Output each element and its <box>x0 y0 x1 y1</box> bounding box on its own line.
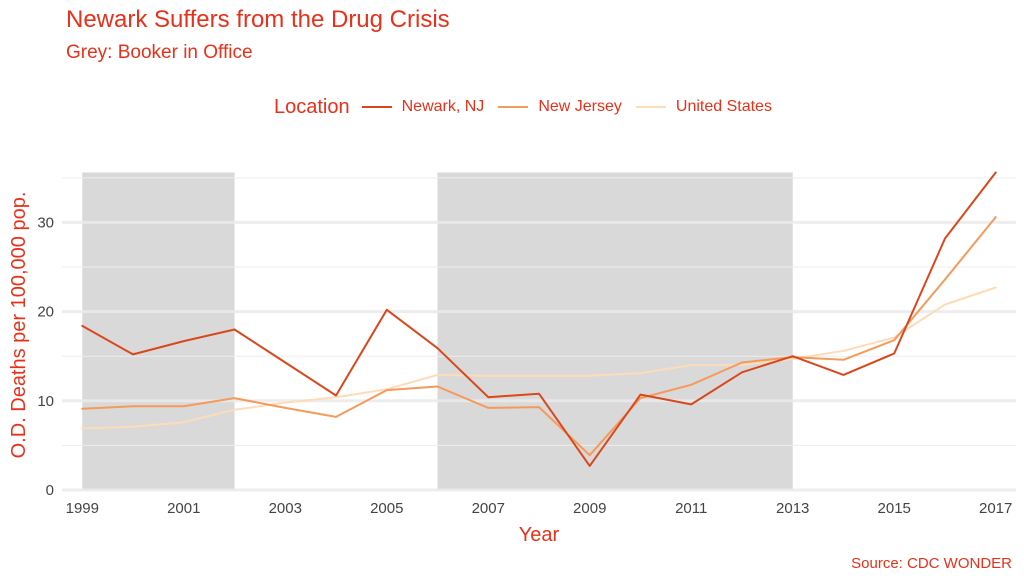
legend-swatch-newark <box>361 106 392 108</box>
x-tick-label-2017: 2017 <box>979 500 1012 517</box>
y-tick-label-10: 10 <box>37 393 54 410</box>
y-axis: 0 10 20 30 <box>37 214 54 499</box>
x-tick-label-2003: 2003 <box>269 500 302 517</box>
legend-label-newark: Newark, NJ <box>401 98 485 115</box>
legend-swatch-united-states <box>635 106 666 108</box>
shaded-period-2 <box>437 172 793 490</box>
x-tick-label-2011: 2011 <box>675 500 707 517</box>
x-tick-label-2007: 2007 <box>472 500 505 517</box>
x-axis-title: Year <box>519 524 560 546</box>
shaded-periods <box>82 172 793 490</box>
legend-item-newark: Newark, NJ <box>361 98 485 116</box>
chart-legend: Location Newark, NJ New Jersey United St… <box>274 94 786 120</box>
legend-swatch-new-jersey <box>498 106 529 108</box>
series-line-new-jersey <box>81 216 997 457</box>
y-tick-label-20: 20 <box>37 304 54 321</box>
x-tick-label-2001: 2001 <box>167 500 200 517</box>
shaded-period-1 <box>82 172 235 490</box>
series-lines <box>81 171 997 467</box>
chart-caption: Source: CDC WONDER <box>851 555 1012 572</box>
x-tick-label-2013: 2013 <box>776 500 809 517</box>
y-tick-label-30: 30 <box>37 214 54 231</box>
legend-label-united-states: United States <box>675 98 772 115</box>
x-tick-label-2015: 2015 <box>878 500 911 517</box>
legend-title: Location <box>274 95 350 118</box>
legend-item-new-jersey: New Jersey <box>498 98 622 116</box>
legend-item-united-states: United States <box>635 98 772 116</box>
chart-subtitle: Grey: Booker in Office <box>66 42 253 63</box>
legend-label-new-jersey: New Jersey <box>538 98 622 115</box>
chart-title: Newark Suffers from the Drug Crisis <box>66 6 450 33</box>
x-axis: 1999 2001 2003 2005 2007 2009 2011 2013 2015 2017 <box>66 500 1013 517</box>
y-tick-label-0: 0 <box>46 482 54 499</box>
y-axis-title: O.D. Deaths per 100,000 pop. <box>8 192 30 459</box>
x-tick-label-2005: 2005 <box>370 500 403 517</box>
series-line-newark-nj <box>81 171 997 467</box>
x-tick-label-2009: 2009 <box>573 500 606 517</box>
x-tick-label-1999: 1999 <box>66 500 99 517</box>
series-line-united-states <box>81 286 997 430</box>
